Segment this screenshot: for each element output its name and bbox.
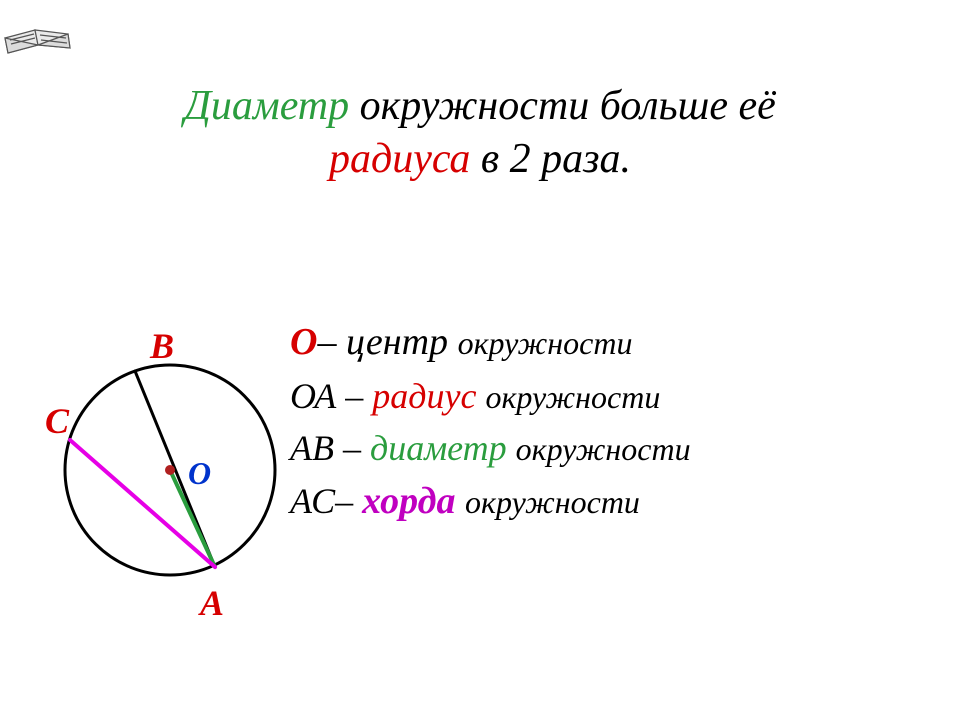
- point-label-C: C: [45, 400, 69, 442]
- legend-row-2: АВ – диаметр окружности: [290, 422, 691, 474]
- legend-part-3-0: АС: [290, 481, 335, 521]
- point-label-A: A: [200, 582, 224, 624]
- title-statement: Диаметр окружности больше её радиуса в 2…: [0, 80, 960, 185]
- title-part-2: радиуса: [329, 136, 470, 182]
- legend-part-2-2: окружности: [516, 431, 691, 467]
- circle-diagram: B C O A: [40, 300, 300, 640]
- legend-part-0-2: окружности: [458, 325, 633, 361]
- legend-row-3: АС– хорда окружности: [290, 474, 691, 529]
- legend-row-1: ОА – радиус окружности: [290, 370, 691, 422]
- title-part-3: в 2 раза.: [470, 136, 631, 182]
- legend-part-2-0: АВ –: [290, 428, 370, 468]
- point-label-O: O: [188, 455, 211, 492]
- legend-part-1-0: ОА –: [290, 376, 372, 416]
- legend-part-3-3: окружности: [465, 484, 640, 520]
- legend-row-0: О– центр окружности: [290, 315, 691, 370]
- open-book-icon: [0, 0, 80, 65]
- legend-part-1-2: окружности: [485, 379, 660, 415]
- legend-part-1-1: радиус: [372, 376, 485, 416]
- legend-part-0-0: О: [290, 321, 317, 363]
- legend-part-3-2: хорда: [362, 480, 465, 522]
- legend-block: О– центр окружностиОА – радиус окружност…: [290, 315, 691, 530]
- center-point: [165, 465, 175, 475]
- point-label-B: B: [150, 325, 174, 367]
- title-part-0: Диаметр: [184, 83, 349, 129]
- title-part-1: окружности больше её: [349, 83, 776, 129]
- legend-part-2-1: диаметр: [370, 428, 516, 468]
- legend-part-3-1: –: [335, 481, 362, 521]
- legend-part-0-1: – центр: [317, 321, 457, 363]
